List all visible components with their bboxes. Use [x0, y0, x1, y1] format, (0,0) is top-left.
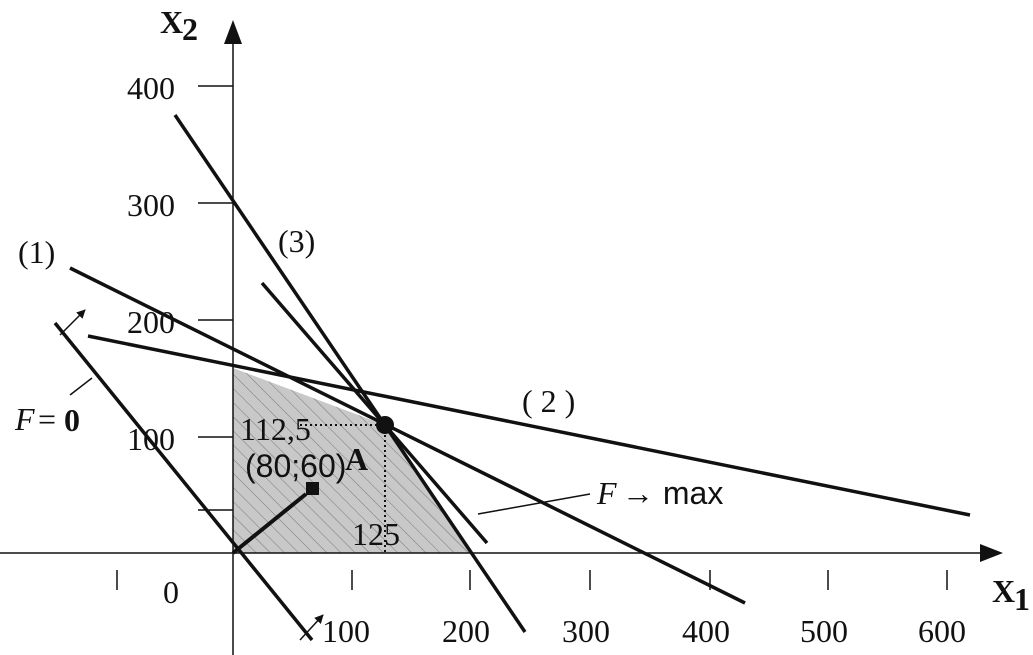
x-axis-subscript: 1 — [1014, 581, 1030, 617]
y-axis-label: X — [160, 4, 183, 40]
y-axis-arrow — [224, 20, 242, 44]
objective-max-line — [260, 281, 489, 545]
constraint-line-2 — [87, 334, 971, 517]
line-label: ( 2 ) — [522, 383, 575, 419]
constraint-line-1 — [69, 266, 746, 605]
leader-line — [477, 493, 591, 515]
x1-value-label: 125 — [352, 516, 400, 552]
x-tick-label: 100 — [322, 613, 370, 649]
x-axis-arrow — [980, 544, 1003, 562]
x-axis-label: X — [992, 573, 1015, 609]
y-tick-label: 400 — [127, 70, 175, 106]
direction-arrow — [59, 309, 86, 336]
line-label: (3) — [278, 223, 315, 259]
y-tick-label: 200 — [127, 304, 175, 340]
y-axis-subscript: 2 — [182, 11, 198, 47]
x-tick-label: 300 — [562, 613, 610, 649]
objective-zero-eq: = — [38, 401, 56, 437]
x-tick-label: 500 — [800, 613, 848, 649]
x2-value-label: 112,5 — [240, 411, 311, 447]
origin-label: 0 — [163, 574, 179, 610]
objective-max-f: F — [596, 475, 617, 511]
objective-max-label: → max — [622, 475, 723, 511]
optimum-point — [376, 416, 394, 434]
y-tick-label: 100 — [127, 421, 175, 457]
gradient-label: (80;60) — [245, 448, 346, 484]
x-tick-label: 200 — [442, 613, 490, 649]
objective-zero-f: F — [14, 401, 35, 437]
line-label: (1) — [18, 234, 55, 270]
tick-marks — [116, 85, 948, 590]
x-tick-label: 600 — [918, 613, 966, 649]
leader-line — [69, 377, 93, 396]
direction-arrow — [299, 614, 324, 641]
x-tick-label: 400 — [682, 613, 730, 649]
gradient-vector — [231, 492, 308, 555]
objective-zero-line — [53, 321, 314, 642]
point-label: A — [345, 441, 368, 477]
y-tick-label: 300 — [127, 187, 175, 223]
gradient-point — [306, 482, 319, 495]
constraint-line-3 — [173, 114, 527, 633]
objective-zero-value: 0 — [64, 402, 80, 438]
